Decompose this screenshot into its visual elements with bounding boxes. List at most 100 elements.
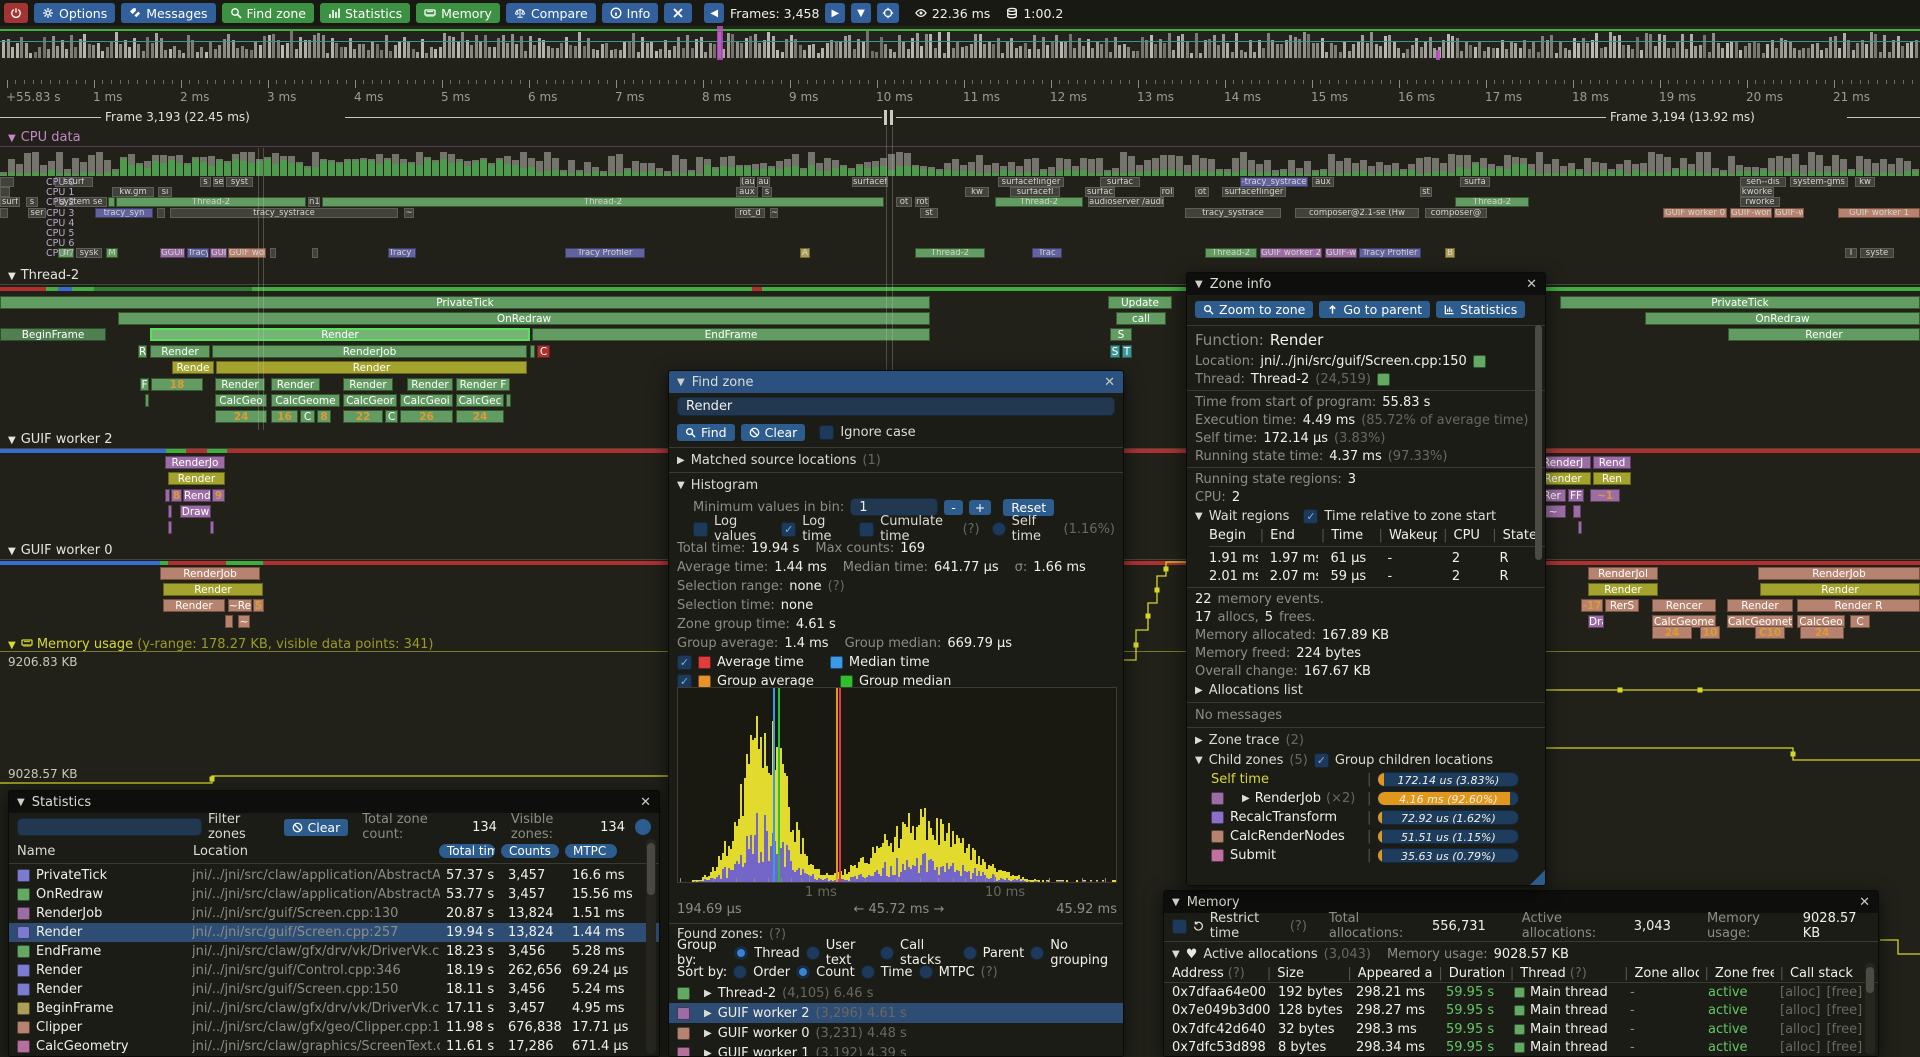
timeline-zone-render[interactable]: Render <box>215 378 265 391</box>
collapse-icon[interactable]: ▼ <box>1172 896 1180 908</box>
mem-col-appeared-at[interactable]: Appeared at <box>1358 966 1433 981</box>
selection-range-hint[interactable]: (?) <box>827 579 845 594</box>
restrict-time-checkbox[interactable] <box>1172 918 1187 934</box>
timeline-zone-rend[interactable]: Rend <box>183 489 211 502</box>
timeline-zone-calcgeor[interactable]: CalcGeor <box>343 394 397 407</box>
mem-col-call-stack[interactable]: Call stack <box>1790 966 1870 981</box>
cpu-zone-chip-si[interactable]: si <box>158 187 172 198</box>
cpu-zone-chip-st[interactable]: st <box>1420 187 1432 198</box>
cpu-zone-chip-tracy[interactable]: Tracy <box>187 248 209 259</box>
timeline-zone-c[interactable]: C <box>537 345 550 358</box>
timeline-zone-render[interactable]: Render <box>271 378 320 391</box>
timeline-zone-renderjol[interactable]: RenderJol <box>1588 567 1658 580</box>
timeline-zone-render-f[interactable]: Render F <box>456 378 510 391</box>
options-button[interactable]: Options <box>34 3 116 23</box>
timeline-zone-render[interactable]: Render <box>168 472 225 485</box>
frame-a-label[interactable]: Frame 3,193 (22.45 ms) <box>105 110 250 124</box>
cpu-zone-chip-ot[interactable]: ot <box>896 197 912 208</box>
next-frame-button[interactable]: ▶ <box>825 3 846 23</box>
cpu-zone-chip--tracy-systrace[interactable]: -tracy_systrace <box>1240 177 1308 187</box>
reset-button[interactable]: Reset <box>1003 498 1055 516</box>
timeline-zone-renderjob[interactable]: RenderJob <box>160 567 260 580</box>
timeline-zone-ren[interactable]: Ren <box>1593 472 1631 485</box>
table-row-render[interactable]: Render jni/../jni/src/guif/Screen.cpp:150… <box>9 980 659 999</box>
timeline-zone-s[interactable]: S <box>1110 345 1120 358</box>
cpu-zone-chip[interactable] <box>0 177 14 187</box>
cpu-zone-chip-rot-d[interactable]: rot_d <box>735 207 765 218</box>
cpu-zone-chip[interactable] <box>0 187 10 198</box>
wait-regions-label[interactable]: Wait regions <box>1208 508 1290 524</box>
timeline-zone-privatetick[interactable]: PrivateTick <box>0 296 930 309</box>
goto-frame-button[interactable] <box>876 3 899 23</box>
cpu-zone-chip-kw[interactable]: kw <box>965 187 989 198</box>
cpu-zone-chip-trac[interactable]: Trac <box>1032 248 1062 259</box>
log-values-checkbox[interactable] <box>693 521 708 537</box>
statistics-button[interactable]: Statistics <box>319 3 411 23</box>
timeline-zone-s[interactable]: S <box>1110 328 1132 341</box>
wait-col-wakeup[interactable]: Wakeup <box>1388 527 1438 543</box>
cpu-zone-chip-syste[interactable]: syste <box>1860 248 1894 259</box>
timeline-zone-render[interactable]: Render <box>1727 599 1793 612</box>
wait-region-row[interactable]: 1.91 ms 1.97 ms 61 µs - 2 R <box>1187 549 1545 567</box>
collapse-icon[interactable]: ▼ <box>677 479 685 491</box>
timeline-zone-draw[interactable]: Draw <box>180 505 211 518</box>
timeline-zone-10[interactable]: 10 <box>1700 626 1720 639</box>
cpu-zone-chip-surfac[interactable]: surfac <box>1100 177 1140 187</box>
cpu-zone-chip-ssurf[interactable]: ssurf <box>55 177 93 187</box>
collapse-icon[interactable]: ▼ <box>1195 754 1203 766</box>
timeline-zone-render[interactable]: Render <box>1760 583 1920 596</box>
cpu-zone-chip-b[interactable]: B <box>1445 248 1455 259</box>
cpu-zone-chip-sen-dis[interactable]: sen--dis <box>1740 177 1786 187</box>
timeline-zone-call[interactable]: call <box>1116 312 1166 325</box>
group-by-option-parent[interactable] <box>962 946 977 960</box>
table-row-clipper[interactable]: Clipper jni/../jni/src/claw/gfx/geo/Clipp… <box>9 1018 659 1037</box>
col-name[interactable]: Name <box>17 843 56 859</box>
timeline-zone-5[interactable]: 5 <box>253 599 264 612</box>
timeline-zone-26[interactable]: 26 <box>400 410 453 423</box>
cpu-zone-chip-thread-2[interactable]: Thread-2 <box>1455 197 1529 208</box>
collapse-icon[interactable]: ▼ <box>1195 510 1203 522</box>
zone-info-titlebar[interactable]: ▼ Zone info ✕ <box>1187 273 1545 295</box>
cpu-zone-chip[interactable] <box>312 248 318 259</box>
timeline-zone-18[interactable]: 18 <box>151 378 203 391</box>
child-zone-row-calcrendernodes[interactable]: CalcRenderNodes | 51.51 us (1.15%) <box>1187 827 1545 846</box>
cpu-zone-chip-kw[interactable]: kw <box>1855 177 1875 187</box>
histogram-label[interactable]: Histogram <box>690 477 759 493</box>
cpu-zone-chip-ot[interactable]: ot <box>1195 187 1209 198</box>
find-zone-titlebar[interactable]: ▼ Find zone ✕ <box>669 371 1123 393</box>
expander-icon[interactable]: ▶ <box>1195 684 1203 696</box>
timeline-zone[interactable] <box>1578 521 1582 534</box>
compare-button[interactable]: Compare <box>505 3 596 23</box>
table-row-calcgeometry[interactable]: CalcGeometry jni/../jni/src/claw/graphics… <box>9 1037 659 1056</box>
zoom-to-zone-button[interactable]: Zoom to zone <box>1195 300 1314 318</box>
timeline-zone--17[interactable]: -17 <box>1581 599 1603 612</box>
cpu-zone-chip-kworke[interactable]: kworke <box>1740 187 1774 198</box>
zone-trace-label[interactable]: Zone trace <box>1208 732 1280 748</box>
group-by-option-no-grouping[interactable] <box>1030 946 1045 960</box>
cpu-zone-chip[interactable] <box>108 197 115 208</box>
scrollbar-thumb[interactable] <box>647 843 655 895</box>
group-by-option-thread[interactable] <box>734 946 749 960</box>
timeline-zone-render[interactable]: Render <box>407 378 453 391</box>
thread-swatch[interactable] <box>1376 372 1390 386</box>
frame-b-label[interactable]: Frame 3,194 (13.92 ms) <box>1610 110 1755 124</box>
cpu-zone-chip-a[interactable]: A <box>800 248 810 259</box>
expander-icon[interactable]: ▶ <box>1195 734 1203 746</box>
location-value[interactable]: jni/../jni/src/guif/Screen.cpp:150 <box>1260 353 1467 369</box>
scrollbar-thumb[interactable] <box>1535 325 1542 560</box>
timeline-zone--1[interactable]: ~1 <box>1590 489 1620 502</box>
cpu-zone-chip-thread-2[interactable]: Thread-2 <box>1205 248 1257 259</box>
timeline-zone-rende[interactable]: Rende <box>172 361 214 374</box>
time-relative-checkbox[interactable]: ✓ <box>1303 508 1319 524</box>
scrollbar-track[interactable] <box>1865 963 1875 1054</box>
timeline-zone-r[interactable]: R <box>138 345 147 358</box>
cpu-zone-chip-surf[interactable]: surf <box>0 197 20 208</box>
found-group-guif-worker-2[interactable]: ▶ GUIF worker 2 (3,296) 4.61 s <box>669 1003 1123 1023</box>
ignore-case-checkbox[interactable] <box>819 424 835 440</box>
cpu-zone-chip-thread-2[interactable]: Thread-2 <box>322 197 884 208</box>
mem-col-address[interactable]: Address (?) <box>1172 966 1261 981</box>
timeline-zone-16[interactable]: 16 <box>271 410 298 423</box>
timeline-zone-render[interactable]: Render <box>216 361 527 374</box>
wait-col-state[interactable]: State <box>1502 527 1537 543</box>
timeline-zone-calcgeoi[interactable]: CalcGeoi <box>400 394 453 407</box>
